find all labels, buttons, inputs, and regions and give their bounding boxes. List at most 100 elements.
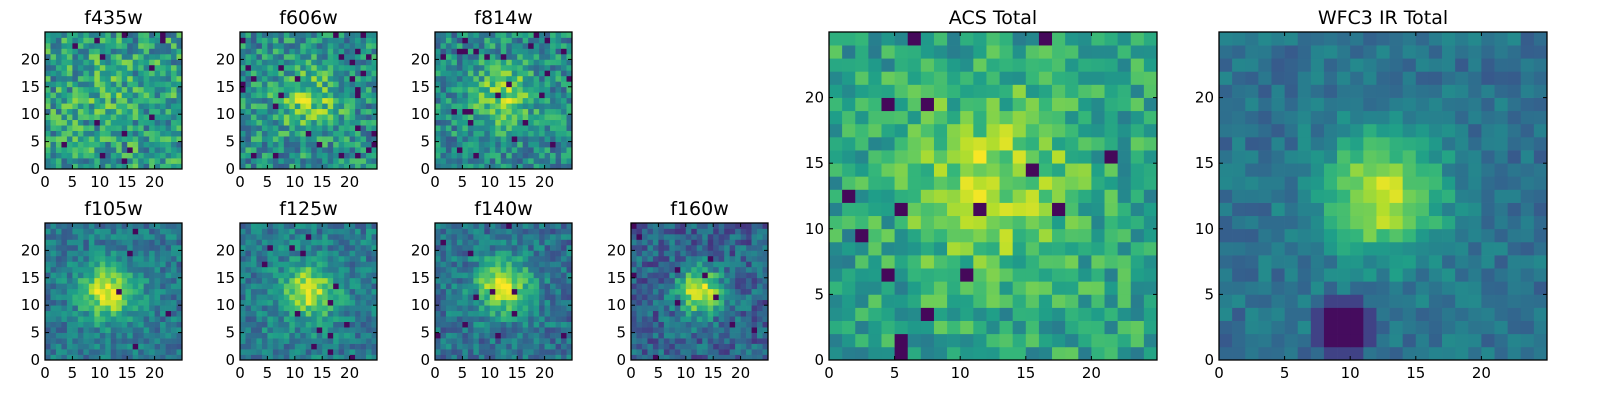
heatmap-cell [349, 288, 356, 295]
heatmap-cell [154, 299, 161, 306]
heatmap-cell [154, 53, 161, 60]
heatmap-cell [83, 152, 90, 159]
heatmap-cell [539, 305, 545, 312]
heatmap-cell [740, 255, 747, 262]
heatmap-cell [489, 152, 496, 159]
heatmap-cell [50, 37, 57, 44]
heatmap-cell [138, 42, 144, 49]
heatmap-cell [440, 321, 447, 328]
heatmap-cell [127, 228, 134, 235]
heatmap-cell [256, 125, 263, 131]
heatmap-cell [311, 59, 318, 66]
heatmap-cell [652, 327, 659, 333]
heatmap-cell [451, 32, 458, 38]
heatmap-cell [550, 294, 556, 301]
heatmap-cell [127, 233, 134, 240]
heatmap-cell [566, 354, 573, 361]
heatmap-cell [240, 332, 246, 339]
heatmap-cell [641, 327, 648, 333]
heatmap-cell [435, 53, 441, 60]
heatmap-cell [1091, 268, 1105, 282]
heatmap-cell [245, 233, 252, 240]
heatmap-cell [484, 343, 491, 350]
heatmap-cell [171, 283, 177, 290]
heatmap-cell [143, 114, 150, 121]
heatmap-cell [154, 244, 161, 251]
heatmap-cell [267, 108, 274, 115]
heatmap-cell [947, 281, 961, 295]
heatmap-cell [663, 310, 670, 317]
heatmap-cell [55, 228, 62, 235]
heatmap-cell [517, 288, 524, 295]
heatmap-cell [528, 233, 534, 240]
heatmap-cell [451, 42, 458, 49]
heatmap-cell [511, 136, 518, 142]
heatmap-cell [116, 92, 123, 99]
heatmap-cell [933, 346, 948, 361]
heatmap-cell [489, 288, 496, 295]
heatmap-cell [250, 86, 257, 93]
heatmap-cell [868, 333, 882, 348]
heatmap-cell [300, 305, 307, 312]
heatmap-cell [165, 250, 172, 257]
heatmap-cell [72, 250, 79, 257]
heatmap-cell [528, 136, 534, 142]
heatmap-cell [300, 261, 307, 268]
heatmap-cell [50, 103, 57, 110]
heatmap-cell [333, 64, 339, 71]
heatmap-cell [132, 108, 139, 115]
heatmap-cell [691, 223, 698, 229]
heatmap-cell [511, 223, 518, 229]
heatmap-cell [94, 37, 101, 44]
heatmap-cell [105, 130, 112, 137]
heatmap-cell [322, 310, 329, 317]
heatmap-cell [960, 346, 974, 361]
heatmap-cell [160, 233, 166, 240]
y-tick-label: 0 [225, 160, 235, 178]
heatmap-cell [451, 228, 458, 235]
heatmap-cell [171, 316, 177, 322]
heatmap-cell [160, 70, 166, 77]
heatmap-cell [960, 281, 974, 295]
heatmap-cell [311, 130, 318, 137]
heatmap-cell [435, 42, 441, 49]
heatmap-cell [371, 321, 378, 328]
heatmap-cell [283, 97, 290, 104]
heatmap-cell [636, 299, 643, 306]
heatmap-cell [121, 223, 128, 229]
heatmap-cell [160, 223, 166, 229]
heatmap-cell [1012, 202, 1027, 217]
heatmap-cell [316, 299, 323, 306]
heatmap-cell [283, 130, 290, 137]
heatmap-cell [94, 239, 101, 246]
y-tick-label: 15 [21, 269, 40, 287]
heatmap-cell [1117, 294, 1132, 308]
heatmap-cell [149, 37, 155, 44]
x-tick-label: 5 [68, 173, 78, 191]
heatmap-cell [283, 305, 290, 312]
heatmap-cell [283, 228, 290, 235]
heatmap-cell [467, 305, 474, 312]
heatmap-cell [66, 119, 73, 126]
heatmap-cell [283, 141, 290, 148]
heatmap-cell [105, 223, 112, 229]
heatmap-cell [132, 59, 139, 66]
heatmap-cell [762, 277, 769, 284]
heatmap-cell [305, 37, 312, 44]
heatmap-cell [333, 70, 339, 77]
heatmap-cell [467, 37, 474, 44]
heatmap-cell [311, 305, 318, 312]
heatmap-cell [1025, 307, 1040, 321]
heatmap-cell [724, 277, 730, 284]
heatmap-cell [500, 103, 507, 110]
heatmap-cell [456, 239, 463, 246]
y-tick-label: 5 [225, 133, 235, 151]
heatmap-cell [685, 321, 692, 328]
heatmap-cell [61, 305, 68, 312]
heatmap-cell [261, 283, 268, 290]
heatmap-cell [360, 37, 367, 44]
heatmap-cell [138, 59, 144, 66]
heatmap-cell [121, 305, 128, 312]
heatmap-cell [500, 53, 507, 60]
heatmap-cell [160, 86, 166, 93]
